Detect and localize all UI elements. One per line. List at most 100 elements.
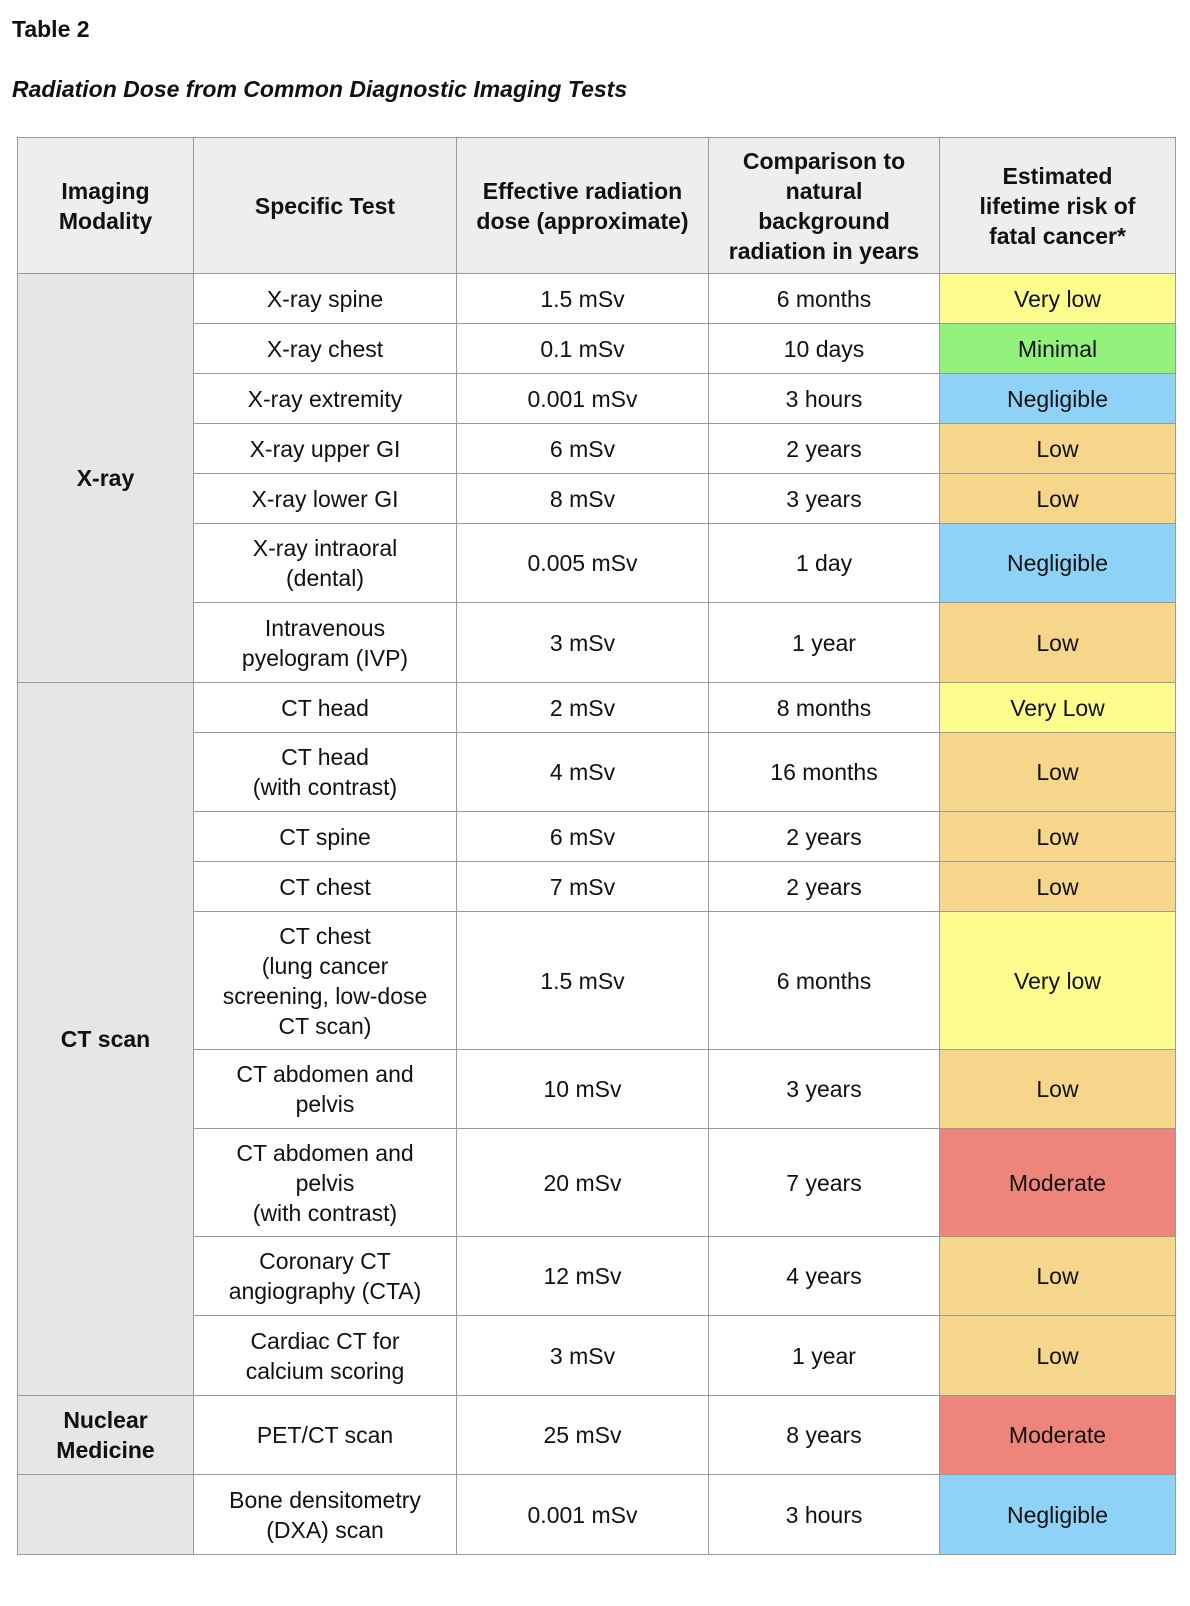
risk-cell: Low	[939, 1049, 1176, 1129]
dose-cell: 3 mSv	[456, 602, 709, 683]
comparison-cell: 1 day	[708, 523, 940, 603]
comparison-cell: 7 years	[708, 1128, 940, 1237]
risk-cell: Low	[939, 861, 1176, 912]
comparison-cell: 3 years	[708, 1049, 940, 1129]
test-cell: PET/CT scan	[193, 1395, 457, 1475]
risk-cell: Low	[939, 1315, 1176, 1396]
test-cell: X-ray lower GI	[193, 473, 457, 524]
comparison-cell: 8 years	[708, 1395, 940, 1475]
risk-cell: Very Low	[939, 682, 1176, 733]
risk-cell: Moderate	[939, 1128, 1176, 1237]
dose-cell: 7 mSv	[456, 861, 709, 912]
header-specific-test: Specific Test	[193, 137, 457, 274]
table-row: X-ray upper GI 6 mSv 2 years Low	[18, 423, 1176, 474]
table-row: X-ray intraoral (dental) 0.005 mSv 1 day Ne…	[18, 523, 1176, 603]
test-cell: CT abdomen and pelvis	[193, 1049, 457, 1129]
comparison-cell: 6 months	[708, 911, 940, 1050]
table-title: Table 2	[12, 16, 90, 42]
risk-cell: Low	[939, 1236, 1176, 1316]
comparison-cell: 2 years	[708, 423, 940, 474]
table-row: CT abdomen and pelvis (with contrast) 20 …	[18, 1128, 1176, 1237]
table-row: CT chest 7 mSv 2 years Low	[18, 861, 1176, 912]
test-cell: X-ray spine	[193, 273, 457, 324]
comparison-cell: 2 years	[708, 811, 940, 862]
table-row: Intravenous pyelogram (IVP) 3 mSv 1 year Lo…	[18, 602, 1176, 683]
modality-cell	[17, 1474, 194, 1555]
header-imaging-modality: Imaging Modality	[17, 137, 194, 274]
test-cell: CT abdomen and pelvis (with contrast)	[193, 1128, 457, 1237]
comparison-cell: 10 days	[708, 323, 940, 374]
dose-cell: 8 mSv	[456, 473, 709, 524]
table-row: X-ray extremity 0.001 mSv 3 hours Negligibl…	[18, 373, 1176, 424]
risk-cell: Negligible	[939, 373, 1176, 424]
header-lifetime-risk: Estimated lifetime risk of fatal cancer*	[939, 137, 1176, 274]
header-effective-dose: Effective radiation dose (approximate)	[456, 137, 709, 274]
test-cell: X-ray chest	[193, 323, 457, 374]
comparison-cell: 1 year	[708, 602, 940, 683]
dose-cell: 1.5 mSv	[456, 911, 709, 1050]
table-row: CT head (with contrast) 4 mSv 16 months Low	[18, 732, 1176, 812]
dose-cell: 12 mSv	[456, 1236, 709, 1316]
table-subtitle: Radiation Dose from Common Diagnostic Im…	[12, 76, 628, 102]
test-cell: X-ray intraoral (dental)	[193, 523, 457, 603]
comparison-cell: 1 year	[708, 1315, 940, 1396]
dose-cell: 10 mSv	[456, 1049, 709, 1129]
risk-cell: Low	[939, 602, 1176, 683]
test-cell: X-ray upper GI	[193, 423, 457, 474]
risk-cell: Low	[939, 732, 1176, 812]
test-cell: Intravenous pyelogram (IVP)	[193, 602, 457, 683]
comparison-cell: 2 years	[708, 861, 940, 912]
radiation-dose-table: Imaging Modality Specific Test Effective…	[17, 137, 1176, 1555]
risk-cell: Low	[939, 473, 1176, 524]
test-cell: CT spine	[193, 811, 457, 862]
test-cell: Bone densitometry (DXA) scan	[193, 1474, 457, 1555]
test-cell: CT chest (lung cancer screening, low-dos…	[193, 911, 457, 1050]
test-cell: CT chest	[193, 861, 457, 912]
dose-cell: 2 mSv	[456, 682, 709, 733]
comparison-cell: 6 months	[708, 273, 940, 324]
modality-cell: Nuclear Medicine	[17, 1395, 194, 1475]
test-cell: CT head	[193, 682, 457, 733]
comparison-cell: 4 years	[708, 1236, 940, 1316]
dose-cell: 0.001 mSv	[456, 1474, 709, 1555]
risk-cell: Low	[939, 811, 1176, 862]
table-row: Cardiac CT for calcium scoring 3 mSv 1 yea…	[18, 1315, 1176, 1396]
dose-cell: 0.1 mSv	[456, 323, 709, 374]
dose-cell: 1.5 mSv	[456, 273, 709, 324]
table-row: Nuclear Medicine PET/CT scan 25 mSv 8 years…	[17, 1395, 1176, 1475]
risk-cell: Moderate	[939, 1395, 1176, 1475]
risk-cell: Very low	[939, 911, 1176, 1050]
dose-cell: 3 mSv	[456, 1315, 709, 1396]
dose-cell: 0.001 mSv	[456, 373, 709, 424]
comparison-cell: 3 years	[708, 473, 940, 524]
comparison-cell: 16 months	[708, 732, 940, 812]
dose-cell: 4 mSv	[456, 732, 709, 812]
table-row: X-ray X-ray spine 1.5 mSv 6 months Very low	[17, 273, 1176, 683]
dose-cell: 6 mSv	[456, 423, 709, 474]
comparison-cell: 3 hours	[708, 1474, 940, 1555]
table-row: CT chest (lung cancer screening, low-dos…	[18, 911, 1176, 1050]
modality-cell: CT scan	[17, 682, 194, 1396]
table-row: Coronary CT angiography (CTA) 12 mSv 4 yea…	[18, 1236, 1176, 1316]
test-cell: Coronary CT angiography (CTA)	[193, 1236, 457, 1316]
dose-cell: 20 mSv	[456, 1128, 709, 1237]
header-row: Imaging Modality Specific Test Effective…	[17, 137, 1176, 274]
modality-cell: X-ray	[17, 273, 194, 683]
table-row: Bone densitometry (DXA) scan 0.001 mSv 3 h…	[17, 1474, 1176, 1555]
risk-cell: Negligible	[939, 1474, 1176, 1555]
test-cell: X-ray extremity	[193, 373, 457, 424]
risk-cell: Low	[939, 423, 1176, 474]
test-cell: CT head (with contrast)	[193, 732, 457, 812]
dose-cell: 25 mSv	[456, 1395, 709, 1475]
risk-cell: Negligible	[939, 523, 1176, 603]
test-cell: Cardiac CT for calcium scoring	[193, 1315, 457, 1396]
dose-cell: 0.005 mSv	[456, 523, 709, 603]
comparison-cell: 3 hours	[708, 373, 940, 424]
table-row: CT spine 6 mSv 2 years Low	[18, 811, 1176, 862]
header-comparison: Comparison to natural background radiati…	[708, 137, 940, 274]
table-body: X-ray X-ray spine 1.5 mSv 6 months Very low X…	[17, 273, 1176, 1555]
risk-cell: Very low	[939, 273, 1176, 324]
dose-cell: 6 mSv	[456, 811, 709, 862]
comparison-cell: 8 months	[708, 682, 940, 733]
risk-cell: Minimal	[939, 323, 1176, 374]
